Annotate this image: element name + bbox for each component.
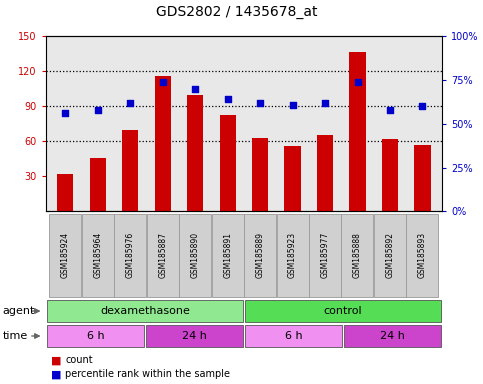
Text: count: count — [65, 356, 93, 366]
Text: GSM185887: GSM185887 — [158, 232, 167, 278]
Text: GSM185892: GSM185892 — [385, 232, 395, 278]
Text: control: control — [324, 306, 362, 316]
FancyBboxPatch shape — [147, 214, 179, 297]
Point — [289, 101, 297, 108]
Bar — [317, 136, 333, 211]
Text: dexamethasone: dexamethasone — [100, 306, 190, 316]
Text: 6 h: 6 h — [86, 331, 104, 341]
Point — [354, 79, 361, 85]
Text: 6 h: 6 h — [284, 331, 302, 341]
Bar — [155, 76, 171, 211]
Text: GSM185893: GSM185893 — [418, 232, 427, 278]
FancyBboxPatch shape — [49, 214, 81, 297]
Text: GSM185976: GSM185976 — [126, 232, 135, 278]
Text: time: time — [2, 331, 28, 341]
Text: GSM185924: GSM185924 — [61, 232, 70, 278]
Bar — [382, 139, 398, 211]
Text: GSM185888: GSM185888 — [353, 232, 362, 278]
Text: GSM185923: GSM185923 — [288, 232, 297, 278]
FancyBboxPatch shape — [46, 300, 243, 322]
Point — [386, 107, 394, 113]
Bar — [414, 145, 430, 211]
Bar — [252, 138, 268, 211]
Text: ■: ■ — [51, 356, 61, 366]
Bar — [349, 51, 366, 211]
Text: GSM185964: GSM185964 — [93, 232, 102, 278]
Bar — [187, 95, 203, 211]
Text: ■: ■ — [51, 369, 61, 379]
Point — [191, 86, 199, 92]
FancyBboxPatch shape — [114, 214, 146, 297]
Text: agent: agent — [2, 306, 35, 316]
Point — [224, 96, 231, 103]
Text: percentile rank within the sample: percentile rank within the sample — [65, 369, 230, 379]
Text: 24 h: 24 h — [380, 331, 405, 341]
Text: GSM185977: GSM185977 — [321, 232, 329, 278]
Bar — [90, 157, 106, 211]
FancyBboxPatch shape — [309, 214, 341, 297]
Text: GSM185889: GSM185889 — [256, 232, 265, 278]
FancyBboxPatch shape — [46, 325, 144, 347]
Point — [127, 100, 134, 106]
FancyBboxPatch shape — [82, 214, 114, 297]
FancyBboxPatch shape — [244, 300, 441, 322]
Point — [159, 79, 167, 85]
FancyBboxPatch shape — [406, 214, 439, 297]
FancyBboxPatch shape — [343, 325, 441, 347]
Point — [94, 107, 102, 113]
FancyBboxPatch shape — [341, 214, 373, 297]
Point — [61, 110, 69, 116]
Text: GSM185891: GSM185891 — [223, 232, 232, 278]
Text: GSM185890: GSM185890 — [191, 232, 199, 278]
FancyBboxPatch shape — [244, 214, 276, 297]
Bar — [220, 114, 236, 211]
FancyBboxPatch shape — [179, 214, 211, 297]
Point — [419, 103, 426, 109]
Text: 24 h: 24 h — [182, 331, 207, 341]
Point — [321, 100, 329, 106]
FancyBboxPatch shape — [212, 214, 243, 297]
FancyBboxPatch shape — [374, 214, 406, 297]
Bar — [122, 130, 139, 211]
FancyBboxPatch shape — [145, 325, 243, 347]
Text: GDS2802 / 1435678_at: GDS2802 / 1435678_at — [156, 5, 317, 19]
Bar — [57, 174, 73, 211]
Bar — [284, 146, 301, 211]
FancyBboxPatch shape — [244, 325, 342, 347]
Point — [256, 100, 264, 106]
FancyBboxPatch shape — [277, 214, 309, 297]
